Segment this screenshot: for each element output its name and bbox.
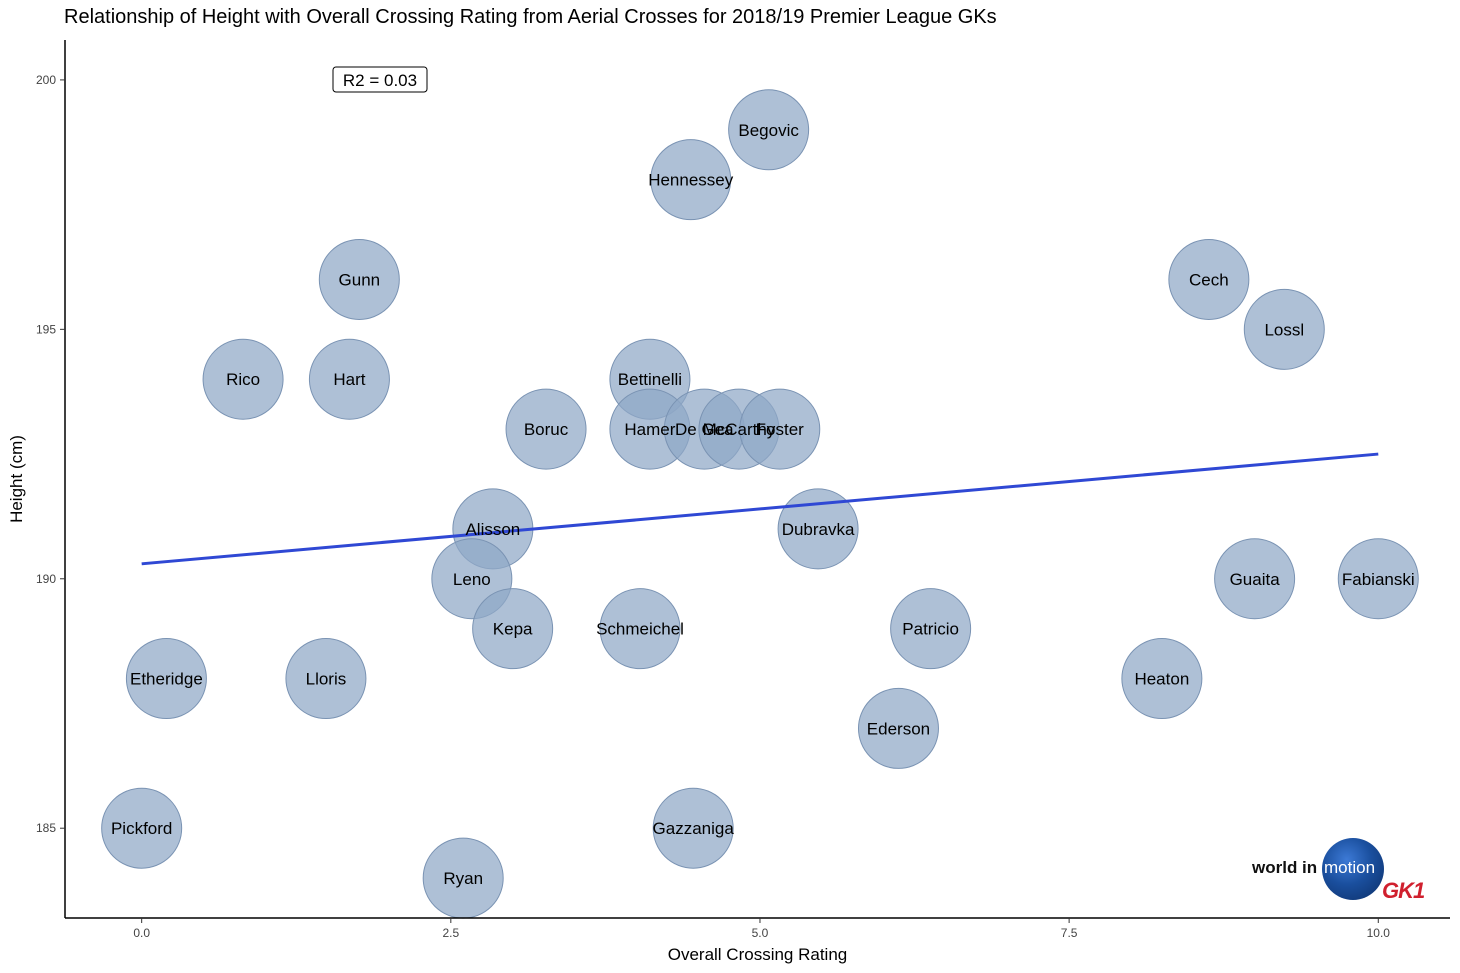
bubble-guaita — [1214, 538, 1296, 620]
chart-title: Relationship of Height with Overall Cros… — [64, 6, 997, 28]
point-label-rico: Rico — [226, 370, 260, 389]
point-label-lossl: Lossl — [1264, 320, 1304, 339]
point-label-mccarthy: McCarthy — [703, 420, 776, 439]
bubble-lossl — [1243, 288, 1325, 370]
bubble-patricio — [890, 588, 972, 670]
bubble-begovic — [728, 89, 810, 171]
world-in-motion-gk1-logo: world in motion GK1 — [1252, 836, 1452, 906]
bubble-lloris — [285, 638, 367, 720]
y-axis-title: Height (cm) — [7, 435, 26, 523]
point-label-pickford: Pickford — [111, 819, 172, 838]
bubble-hart — [308, 338, 390, 420]
point-label-alisson: Alisson — [465, 520, 520, 539]
trend-line-layer — [141, 452, 1379, 566]
y-tick-label: 200 — [36, 73, 56, 87]
point-label-ryan: Ryan — [443, 869, 483, 888]
x-tick-label: 0.0 — [133, 926, 150, 940]
bubble-etheridge — [125, 638, 207, 720]
r2-label: R2 = 0.03 — [343, 71, 417, 90]
point-label-boruc: Boruc — [524, 420, 569, 439]
point-label-gunn: Gunn — [339, 270, 381, 289]
point-label-begovic: Begovic — [738, 121, 799, 140]
x-tick-label: 2.5 — [442, 926, 459, 940]
bubble-hennessey — [650, 139, 732, 221]
bubble-pickford — [101, 787, 183, 869]
r2-annotation: R2 = 0.03 — [332, 66, 428, 93]
bubble-ederson — [857, 687, 939, 769]
point-label-guaita: Guaita — [1230, 570, 1281, 589]
trend-line — [141, 452, 1379, 566]
bubble-layer — [101, 89, 1419, 919]
bubble-kepa — [472, 588, 554, 670]
bubble-heaton — [1121, 638, 1203, 720]
point-label-bettinelli: Bettinelli — [618, 370, 682, 389]
x-tick-label: 5.0 — [752, 926, 769, 940]
point-label-kepa: Kepa — [493, 620, 533, 639]
point-label-gazzaniga: Gazzaniga — [653, 819, 735, 838]
bubble-gazzaniga — [652, 787, 734, 869]
point-label-ederson: Ederson — [867, 719, 930, 738]
bubble-cech — [1168, 238, 1250, 320]
point-label-de-gea: De Gea — [675, 420, 734, 439]
gk1-brand: GK1 — [1382, 878, 1425, 903]
point-label-hart: Hart — [333, 370, 365, 389]
point-label-leno: Leno — [453, 570, 491, 589]
y-tick-label: 195 — [36, 322, 56, 336]
logo-highlight-text: motion — [1324, 858, 1376, 877]
point-label-dubravka: Dubravka — [782, 520, 855, 539]
x-tick-label: 7.5 — [1061, 926, 1078, 940]
point-label-hamer: Hamer — [624, 420, 675, 439]
x-axis-title: Overall Crossing Rating — [668, 945, 848, 964]
globe-icon — [1322, 838, 1384, 900]
bubble-gunn — [318, 238, 400, 320]
point-label-layer: Begovic Hennessey Gunn Cech Lossl Rico Hart Bet… — [111, 121, 1415, 888]
logo-text: world in — [1252, 858, 1318, 877]
point-label-heaton: Heaton — [1134, 670, 1189, 689]
point-label-lloris: Lloris — [306, 670, 347, 689]
point-label-foster: Foster — [756, 420, 805, 439]
bubble-schmeichel — [599, 588, 681, 670]
bubble-dubravka — [777, 488, 859, 570]
y-tick-label: 185 — [36, 821, 56, 835]
point-label-etheridge: Etheridge — [130, 670, 203, 689]
point-label-hennessey: Hennessey — [648, 171, 734, 190]
point-label-schmeichel: Schmeichel — [596, 620, 684, 639]
x-tick-label: 10.0 — [1367, 926, 1391, 940]
y-tick-label: 190 — [36, 572, 56, 586]
bubble-foster — [739, 388, 821, 470]
point-label-cech: Cech — [1189, 270, 1229, 289]
axes-layer: 0.0 2.5 5.0 7.5 10.0 185 190 195 200 Overall Cros… — [7, 40, 1450, 964]
bubble-fabianski — [1337, 538, 1419, 620]
bubble-boruc — [505, 388, 587, 470]
point-label-patricio: Patricio — [902, 620, 959, 639]
point-label-fabianski: Fabianski — [1342, 570, 1415, 589]
bubble-rico — [202, 338, 284, 420]
